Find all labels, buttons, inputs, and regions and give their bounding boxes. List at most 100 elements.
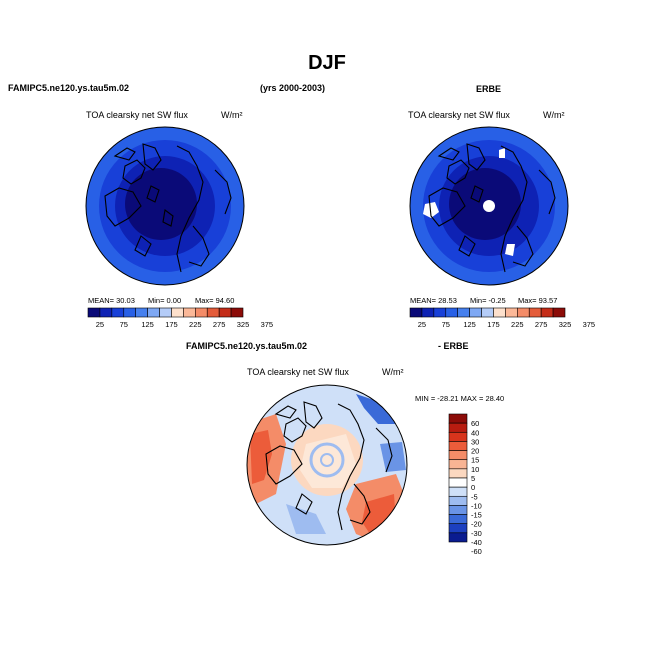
panel1-colorbar-swatch xyxy=(183,307,196,318)
panel3-colorbar-tick-label: 15 xyxy=(471,456,479,465)
panel3-colorbar-tick-label: 30 xyxy=(471,437,479,446)
panel3-colorbar-swatch xyxy=(448,486,468,497)
diff-obs-label: - ERBE xyxy=(438,341,469,351)
panel1-colorbar-tick-label: 225 xyxy=(189,320,202,329)
panel1-min-stat: Min= 0.00 xyxy=(148,296,182,305)
panel2-missing-patch xyxy=(505,244,515,256)
panel2-polar-map xyxy=(409,126,569,286)
panel2-colorbar-swatch xyxy=(409,307,423,318)
panel3-negative-ring xyxy=(309,442,345,478)
panel2-colorbar-swatch xyxy=(469,307,482,318)
panel1-colorbar-swatch xyxy=(147,307,160,318)
panel2-colorbar-tick-label: 225 xyxy=(511,320,524,329)
diff-model-label: FAMIPC5.ne120.ys.tau5m.02 xyxy=(186,341,308,351)
panel1-colorbar: 25 75 125 175 225 275 325 375 xyxy=(87,307,273,329)
panel3-positive-region xyxy=(300,434,356,488)
panel1-colorbar-tick-label: 375 xyxy=(261,320,274,329)
panel2-units: W/m² xyxy=(543,110,565,120)
panel1-colorbar-tick-label: 75 xyxy=(120,320,128,329)
panel1-max-stat: Max= 94.60 xyxy=(195,296,235,305)
panel1-title: TOA clearsky net SW flux xyxy=(86,110,188,120)
panel3-colorbar-tick-label: 60 xyxy=(471,419,479,428)
panel3-polar-map xyxy=(246,384,408,546)
panel3-colorbar-swatch xyxy=(448,441,468,451)
panel2-colorbar-tick-label: 375 xyxy=(583,320,596,329)
panel3-colorbar-tick-label: -60 xyxy=(471,547,482,556)
obs-label: ERBE xyxy=(476,84,502,94)
panel3-colorbar-swatch xyxy=(448,532,468,543)
panel2-colorbar-swatch xyxy=(517,307,530,318)
panel1-colorbar-swatch xyxy=(123,307,136,318)
panel2-title: TOA clearsky net SW flux xyxy=(408,110,510,120)
panel1-colorbar-swatch xyxy=(111,307,125,318)
panel2-colorbar-swatch xyxy=(552,307,566,318)
panel3-negative-region xyxy=(380,442,406,472)
panel2-mean-stat: MEAN= 28.53 xyxy=(410,296,457,305)
panel2-colorbar-tick-label: 175 xyxy=(487,320,500,329)
panel1-colorbar-tick-label: 125 xyxy=(141,320,154,329)
panel2-colorbar-swatch xyxy=(540,307,554,318)
panel3-colorbar-tick-label: 40 xyxy=(471,428,479,437)
panel2-colorbar-swatch xyxy=(421,307,435,318)
panel3-colorbar-tick-label: 10 xyxy=(471,465,479,474)
panel3-minmax-stat: MIN = -28.21 MAX = 28.40 xyxy=(415,394,505,403)
panel2-max-stat: Max= 93.57 xyxy=(518,296,558,305)
panel3-negative-region xyxy=(356,394,396,424)
panel2-colorbar-tick-label: 325 xyxy=(559,320,572,329)
panel2-colorbar-swatch xyxy=(528,307,542,318)
panel1-map-border xyxy=(85,126,245,286)
panel3-colorbar-tick-label: 20 xyxy=(471,447,479,456)
panel3-colorbar-tick-label: -15 xyxy=(471,511,482,520)
panel1-mean-stat: MEAN= 30.03 xyxy=(88,296,135,305)
panel1-coastlines xyxy=(104,143,232,273)
panel3-colorbar-tick-label: -30 xyxy=(471,529,482,538)
panel2-colorbar-swatch xyxy=(493,307,506,318)
panel3-colorbar-swatch xyxy=(448,523,468,534)
panel2-colorbar-swatch xyxy=(505,307,518,318)
panel3-negative-ring xyxy=(320,453,334,467)
panel3-title: TOA clearsky net SW flux xyxy=(247,367,349,377)
panel3-colorbar-swatch xyxy=(448,431,468,442)
panel1-colorbar-swatch xyxy=(87,307,101,318)
panel3-colorbar-swatch xyxy=(448,422,468,433)
panel3-units: W/m² xyxy=(382,367,404,377)
panel1-colorbar-tick-label: 175 xyxy=(165,320,178,329)
panel1-colorbar-swatch xyxy=(218,307,232,318)
panel3-map-border xyxy=(246,384,408,546)
panel2-colorbar-swatch xyxy=(481,307,494,318)
panel1-colorbar-tick-label: 275 xyxy=(213,320,226,329)
panel2-colorbar-tick-label: 75 xyxy=(442,320,450,329)
panel3-colorbar-tick-label: -40 xyxy=(471,538,482,547)
panel1-colorbar-swatch xyxy=(195,307,208,318)
panel1-units: W/m² xyxy=(221,110,243,120)
panel3-colorbar-swatch xyxy=(448,477,468,488)
panel3-colorbar-swatch xyxy=(448,450,468,461)
panel2-min-stat: Min= -0.25 xyxy=(470,296,506,305)
panel3-colorbar-swatch xyxy=(448,413,468,424)
panel3-positive-region xyxy=(250,430,272,484)
panel1-colorbar-tick-label: 25 xyxy=(96,320,104,329)
panel2-colorbar-swatch xyxy=(433,307,447,318)
panel2-coastlines xyxy=(428,143,556,273)
panel3-colorbar-swatch xyxy=(448,505,468,515)
panel2-colorbar-tick-label: 275 xyxy=(535,320,548,329)
panel3-colorbar-tick-label: 5 xyxy=(471,474,475,483)
panel1-colorbar-swatch xyxy=(99,307,113,318)
panel3-colorbar-tick-label: -20 xyxy=(471,520,482,529)
panel1-colorbar-swatch xyxy=(230,307,244,318)
panel3-colorbar-tick-label: -10 xyxy=(471,501,482,510)
panel1-colorbar-swatch xyxy=(206,307,220,318)
panel2-missing-patch xyxy=(499,148,505,158)
panel3-colorbar-swatch xyxy=(448,459,468,470)
panel1-colorbar-swatch xyxy=(171,307,184,318)
season-title: DJF xyxy=(308,52,346,74)
panel3-colorbar-swatch xyxy=(448,495,468,506)
panel1-colorbar-tick-label: 325 xyxy=(237,320,250,329)
panel2-colorbar-swatch xyxy=(457,307,470,318)
panel2-missing-patch xyxy=(423,202,439,218)
panel1-colorbar-swatch xyxy=(159,307,172,318)
panel2-colorbar-swatch xyxy=(445,307,458,318)
panel3-colorbar-tick-label: -5 xyxy=(471,492,478,501)
panel1-band-pole xyxy=(125,168,197,240)
